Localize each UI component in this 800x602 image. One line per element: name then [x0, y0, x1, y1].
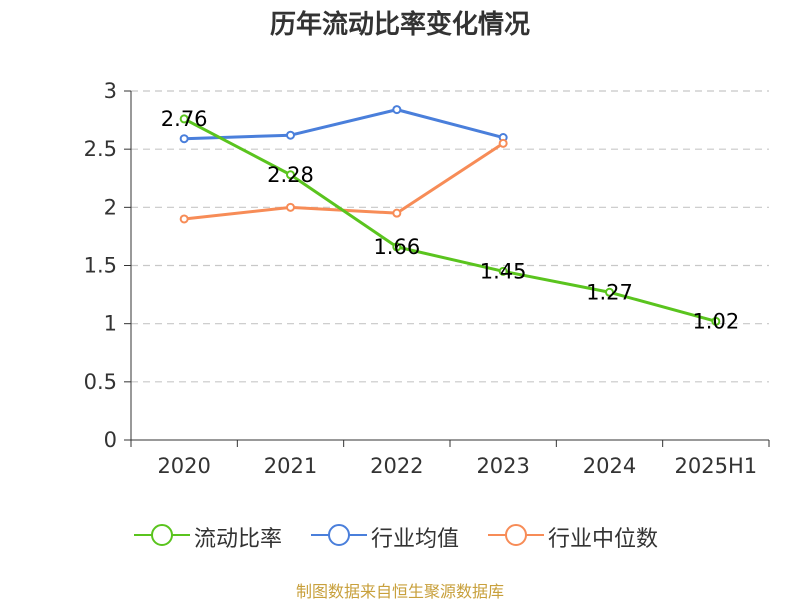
- y-tick-label: 1: [104, 312, 117, 336]
- series-line: [184, 108, 504, 141]
- series-line: [183, 117, 717, 323]
- data-label: 1.66: [373, 235, 420, 259]
- source-note: 制图数据来自恒生聚源数据库: [295, 582, 504, 601]
- legend-line-circle-icon: [488, 524, 544, 546]
- legend-label: 行业均值: [371, 527, 460, 552]
- axes: 0 0.5 1 1.5 2 2.5 3 2020 2021 2022 2023 2024 2025H1: [84, 79, 770, 478]
- x-tick-label: 2022: [370, 454, 423, 478]
- x-tick-label: 2024: [583, 454, 636, 478]
- x-tick-label: 2025H1: [675, 454, 758, 478]
- series-point: [498, 138, 508, 148]
- data-label: 2.76: [161, 107, 208, 131]
- x-tick-label: 2021: [264, 454, 317, 478]
- series-point: [179, 214, 189, 224]
- y-tick-label: 1.5: [84, 254, 117, 278]
- series-point: [179, 114, 189, 124]
- legend: 流动比率 行业均值 行业中位数: [0, 519, 800, 555]
- y-tick-label: 0.5: [84, 370, 117, 394]
- series-point: [286, 170, 295, 180]
- legend-line-circle-icon: [311, 524, 367, 546]
- series-point: [392, 242, 402, 252]
- y-tick-label: 0: [104, 428, 117, 452]
- x-tick-label: 2023: [476, 454, 529, 478]
- grid-lines: [131, 90, 769, 383]
- y-tick-label: 2: [104, 195, 117, 219]
- series-lines: [179, 105, 721, 326]
- series-point: [179, 134, 189, 144]
- series-point: [286, 130, 295, 140]
- data-labels: 2.76 2.28 1.66 1.45 1.27 1.02: [161, 107, 739, 333]
- x-tick-label: 2020: [157, 454, 210, 478]
- y-tick-label: 3: [104, 79, 117, 103]
- series-point: [286, 202, 295, 212]
- legend-label: 行业中位数: [548, 527, 659, 552]
- series-point: [392, 105, 402, 115]
- data-label: 1.27: [586, 280, 633, 304]
- chart-title: 历年流动比率变化情况: [269, 10, 530, 40]
- data-label: 2.28: [267, 163, 314, 187]
- data-label: 1.02: [692, 309, 739, 333]
- data-label: 1.45: [480, 259, 527, 283]
- series-point: [605, 287, 614, 297]
- legend-label: 流动比率: [194, 527, 283, 552]
- series-point: [498, 266, 508, 276]
- y-tick-label: 2.5: [84, 137, 117, 161]
- series-point: [392, 208, 402, 218]
- legend-line-circle-icon: [134, 524, 190, 546]
- series-point: [711, 316, 721, 326]
